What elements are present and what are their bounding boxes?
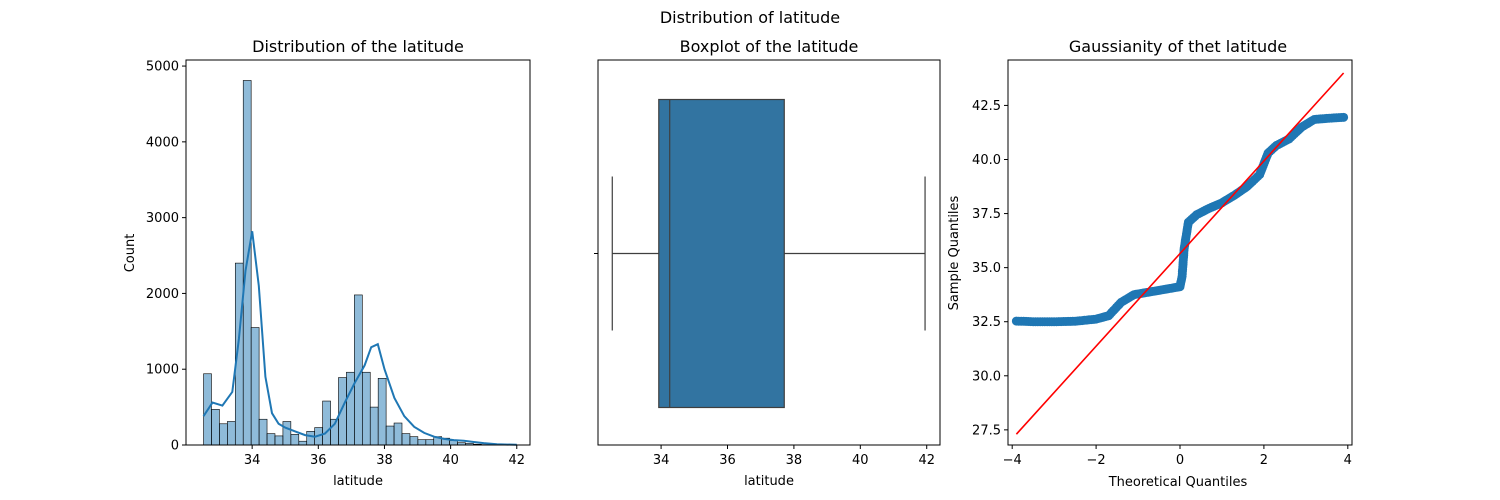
histogram-bar (306, 431, 315, 446)
histogram-bar (219, 423, 228, 446)
histogram-xtick-label: 38 (376, 453, 393, 468)
histogram-bar (361, 371, 371, 446)
qq-xtick-label: −4 (1003, 453, 1022, 468)
qq-plot-area: −4 −2 0 2 4 27.5 30.0 32.5 35.0 37.5 40.0 42.5 (972, 59, 1353, 468)
histogram-bar (369, 406, 379, 446)
histogram-title: Distribution of the latitude (252, 37, 464, 56)
iqr-box (658, 98, 785, 409)
histogram-bar (322, 400, 331, 446)
histogram-bar (409, 436, 419, 446)
histogram-ytick-label: 4000 (146, 135, 179, 150)
histogram-ylabel: Count (123, 234, 138, 273)
qq-ytick-label: 37.5 (972, 207, 1001, 222)
histogram-panel: Distribution of the latitude latitude Co… (123, 37, 531, 489)
histogram-bar (401, 433, 411, 446)
histogram-bar (346, 371, 355, 446)
histogram-xlabel: latitude (333, 474, 383, 489)
histogram-ytick-label: 2000 (146, 287, 179, 302)
kde-curve (202, 231, 517, 446)
histogram-ytick-label: 1000 (146, 363, 179, 378)
qq-ytick-label: 42.5 (972, 99, 1001, 114)
histogram-bar (250, 327, 260, 446)
boxplot-panel: Boxplot of the latitude latitude 34 36 38 4… (594, 37, 941, 489)
qq-ytick-label: 27.5 (972, 423, 1001, 438)
qq-panel: Gaussianity of thet latitude Theoretical… (947, 37, 1353, 490)
qq-xtick-label: 0 (1176, 453, 1184, 468)
qq-xlabel: Theoretical Quantiles (1108, 475, 1248, 490)
boxplot-title: Boxplot of the latitude (680, 37, 859, 56)
boxplot-xtick-label: 36 (719, 453, 736, 468)
histogram-bar (425, 439, 435, 446)
qq-xtick-label: 4 (1344, 453, 1352, 468)
histogram-bar (417, 439, 427, 446)
histogram-bar (290, 434, 300, 446)
histogram-bar (393, 422, 403, 446)
histogram-bar (298, 440, 308, 446)
boxplot-xtick-label: 40 (852, 453, 869, 468)
histogram-ytick-label: 5000 (146, 60, 179, 75)
histogram-bar (385, 425, 395, 446)
qq-ytick-label: 30.0 (972, 369, 1001, 384)
boxplot-xtick-label: 42 (918, 453, 935, 468)
histogram-bar (258, 418, 268, 446)
qq-ytick-label: 35.0 (972, 261, 1001, 276)
boxplot-xtick-label: 34 (653, 453, 670, 468)
qq-ytick-label: 32.5 (972, 315, 1001, 330)
histogram-ytick-label: 3000 (146, 211, 179, 226)
histogram-xtick-label: 36 (310, 453, 327, 468)
histogram-bar (211, 409, 220, 446)
qq-point (1339, 112, 1349, 122)
qq-xtick-label: 2 (1260, 453, 1268, 468)
histogram-frame (185, 59, 531, 446)
qq-reference-line (1015, 72, 1345, 435)
histogram-bar (377, 378, 387, 446)
histogram-bar (227, 421, 236, 446)
boxplot-plot-area: 34 36 38 40 42 (594, 59, 941, 468)
histogram-xtick-label: 34 (244, 453, 261, 468)
histogram-bar (274, 435, 284, 446)
histogram-bar (266, 433, 276, 446)
boxplot-frame (597, 59, 941, 446)
qq-ytick-label: 40.0 (972, 153, 1001, 168)
qq-xtick-label: −2 (1087, 453, 1106, 468)
boxplot-xtick-label: 38 (786, 453, 803, 468)
boxplot-xlabel: latitude (744, 474, 794, 489)
histogram-bar (282, 421, 292, 446)
figure-suptitle: Distribution of latitude (660, 8, 840, 27)
qq-ylabel: Sample Quantiles (947, 195, 962, 310)
histogram-xtick-label: 40 (442, 453, 459, 468)
histogram-xtick-label: 42 (508, 453, 525, 468)
histogram-plot-area: 34 36 38 40 42 0 1000 2000 3000 4000 5000 (146, 59, 531, 468)
qq-title: Gaussianity of thet latitude (1069, 37, 1287, 56)
histogram-ytick-label: 0 (171, 439, 179, 454)
